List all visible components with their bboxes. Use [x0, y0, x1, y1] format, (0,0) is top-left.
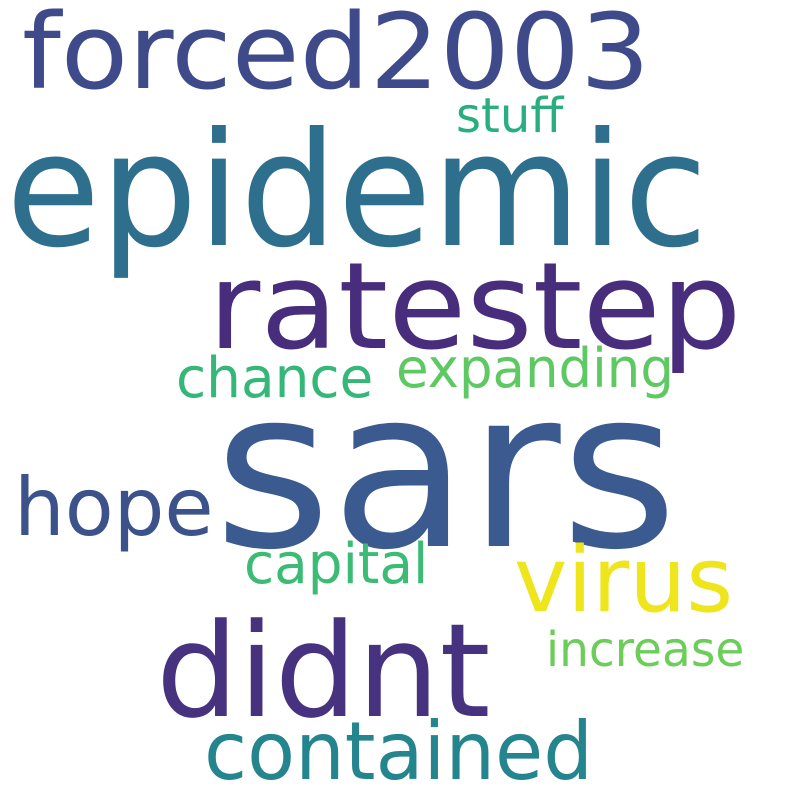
word-ratestep: ratestep: [208, 238, 742, 377]
word-capital: capital: [244, 532, 429, 597]
word-hope: hope: [14, 461, 214, 554]
word-epidemic: epidemic: [6, 99, 708, 283]
word-stuff: stuff: [456, 88, 564, 144]
word-expanding: expanding: [396, 337, 674, 400]
word-forced2003: forced2003: [22, 0, 651, 113]
word-sars: sars: [214, 342, 678, 598]
word-virus: virus: [514, 528, 734, 633]
word-contained: contained: [204, 705, 594, 798]
word-chance: chance: [176, 346, 374, 411]
word-didnt: didnt: [156, 595, 491, 747]
word-increase: increase: [546, 622, 745, 678]
